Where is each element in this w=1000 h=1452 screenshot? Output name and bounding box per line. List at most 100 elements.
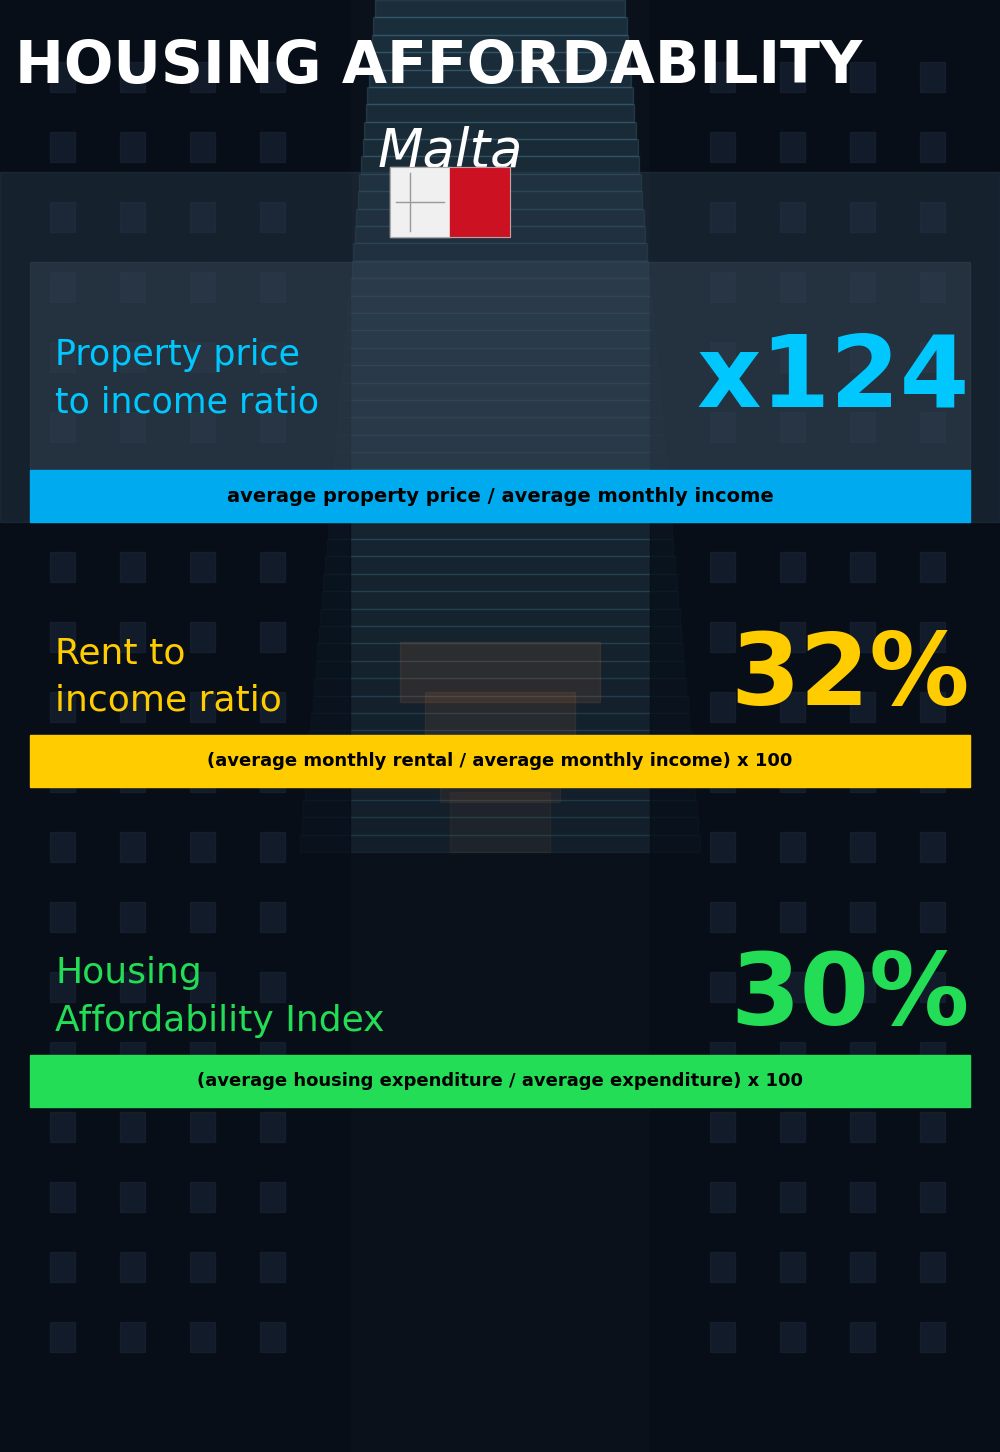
- Bar: [780, 272, 805, 302]
- Bar: [260, 132, 285, 163]
- Bar: [120, 202, 145, 232]
- Bar: [358, 192, 642, 209]
- Bar: [260, 343, 285, 372]
- Bar: [710, 202, 735, 232]
- Bar: [850, 971, 875, 1002]
- Bar: [710, 343, 735, 372]
- Bar: [30, 470, 970, 523]
- Bar: [359, 174, 641, 192]
- Bar: [364, 122, 636, 139]
- Bar: [50, 971, 75, 1002]
- Bar: [311, 713, 689, 730]
- Bar: [347, 314, 653, 331]
- Bar: [260, 762, 285, 791]
- Bar: [190, 902, 215, 932]
- Bar: [373, 17, 627, 35]
- Bar: [260, 1043, 285, 1072]
- Bar: [780, 1182, 805, 1212]
- Bar: [50, 832, 75, 862]
- Bar: [400, 642, 600, 701]
- Bar: [190, 1112, 215, 1143]
- Bar: [710, 1321, 735, 1352]
- Bar: [190, 132, 215, 163]
- Text: Malta: Malta: [377, 126, 523, 179]
- Bar: [780, 202, 805, 232]
- Bar: [260, 902, 285, 932]
- Bar: [780, 971, 805, 1002]
- Bar: [312, 696, 688, 713]
- Bar: [710, 412, 735, 441]
- Text: 32%: 32%: [731, 629, 970, 726]
- Bar: [50, 62, 75, 91]
- Bar: [850, 412, 875, 441]
- Bar: [920, 762, 945, 791]
- Bar: [355, 227, 645, 244]
- Bar: [920, 62, 945, 91]
- Bar: [325, 556, 675, 574]
- Bar: [780, 1252, 805, 1282]
- Bar: [308, 748, 692, 765]
- Bar: [50, 693, 75, 722]
- Bar: [50, 552, 75, 582]
- Bar: [260, 832, 285, 862]
- Bar: [850, 693, 875, 722]
- Bar: [120, 971, 145, 1002]
- Bar: [120, 832, 145, 862]
- Bar: [50, 621, 75, 652]
- Bar: [710, 1043, 735, 1072]
- Bar: [323, 574, 677, 591]
- Bar: [780, 412, 805, 441]
- Bar: [650, 0, 1000, 1452]
- Bar: [850, 272, 875, 302]
- Bar: [50, 272, 75, 302]
- Bar: [50, 762, 75, 791]
- Text: HOUSING AFFORDABILITY: HOUSING AFFORDABILITY: [15, 39, 862, 96]
- Bar: [333, 469, 667, 486]
- Bar: [190, 1252, 215, 1282]
- Bar: [850, 1321, 875, 1352]
- Bar: [850, 762, 875, 791]
- Bar: [344, 348, 656, 364]
- Bar: [50, 1112, 75, 1143]
- Bar: [190, 202, 215, 232]
- Bar: [850, 1252, 875, 1282]
- Text: x124: x124: [697, 331, 970, 427]
- Bar: [920, 902, 945, 932]
- Bar: [260, 552, 285, 582]
- Bar: [319, 626, 681, 643]
- Text: Housing
Affordability Index: Housing Affordability Index: [55, 957, 384, 1038]
- Bar: [120, 482, 145, 513]
- Bar: [850, 343, 875, 372]
- Bar: [331, 486, 669, 504]
- Bar: [120, 412, 145, 441]
- Bar: [710, 1182, 735, 1212]
- Bar: [306, 765, 694, 783]
- Bar: [369, 70, 631, 87]
- Bar: [260, 1182, 285, 1212]
- Bar: [345, 331, 655, 348]
- Bar: [50, 482, 75, 513]
- Bar: [920, 971, 945, 1002]
- Bar: [450, 791, 550, 852]
- Bar: [780, 1112, 805, 1143]
- Bar: [260, 1112, 285, 1143]
- Bar: [190, 552, 215, 582]
- Bar: [120, 762, 145, 791]
- Bar: [190, 62, 215, 91]
- Bar: [920, 482, 945, 513]
- Bar: [260, 621, 285, 652]
- Bar: [327, 539, 673, 556]
- Bar: [120, 1112, 145, 1143]
- Bar: [328, 521, 672, 539]
- Bar: [710, 693, 735, 722]
- Bar: [190, 1321, 215, 1352]
- Text: (average monthly rental / average monthly income) x 100: (average monthly rental / average monthl…: [207, 752, 793, 770]
- Bar: [361, 157, 639, 174]
- Bar: [780, 482, 805, 513]
- Bar: [120, 343, 145, 372]
- Bar: [50, 202, 75, 232]
- Bar: [920, 132, 945, 163]
- Bar: [348, 296, 652, 314]
- Bar: [190, 832, 215, 862]
- Bar: [190, 1043, 215, 1072]
